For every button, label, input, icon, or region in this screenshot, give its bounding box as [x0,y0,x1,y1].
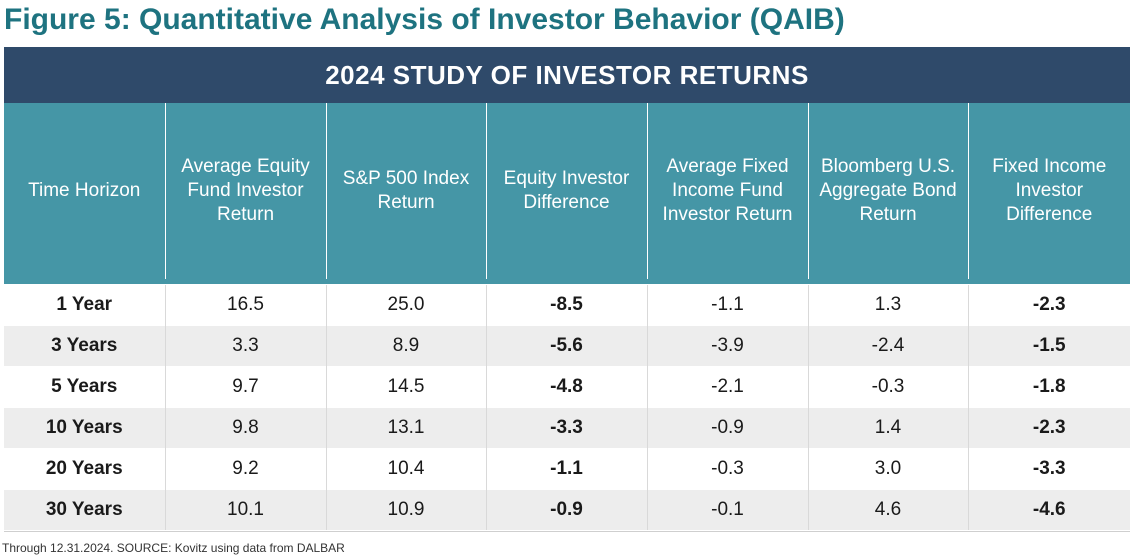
row-label: 30 Years [4,489,165,530]
col-header-fixed-income-fund-return: Average Fixed Income Fund Investor Retur… [646,103,808,279]
source-note: Through 12.31.2024. SOURCE: Kovitz using… [2,541,345,555]
table-cell: 10.9 [325,489,486,530]
table-cell: -2.3 [967,407,1130,449]
row-label: 20 Years [4,448,165,490]
header-divider [4,279,1130,285]
table-cell: -3.9 [646,325,808,367]
table-cell: 13.1 [325,407,486,449]
returns-table-container: 2024 STUDY OF INVESTOR RETURNS Time Hori… [4,47,1130,532]
table-row: 10 Years 9.8 13.1 -3.3 -0.9 1.4 -2.3 [4,407,1130,449]
table-cell: 10.1 [164,489,326,530]
table-cell: -0.3 [807,366,968,408]
table-cell: -2.3 [967,284,1130,326]
table-cell: -8.5 [485,284,647,326]
table-cell: -2.1 [646,366,808,408]
table-row: 1 Year 16.5 25.0 -8.5 -1.1 1.3 -2.3 [4,284,1130,326]
table-cell: -1.1 [485,448,647,490]
investor-returns-table: Time Horizon Average Equity Fund Investo… [4,103,1130,530]
table-cell: 3.3 [164,325,326,367]
table-row: 20 Years 9.2 10.4 -1.1 -0.3 3.0 -3.3 [4,448,1130,490]
row-label: 10 Years [4,407,165,449]
table-cell: 9.2 [164,448,326,490]
table-cell: -3.3 [485,407,647,449]
table-cell: 3.0 [807,448,968,490]
row-label: 1 Year [4,284,165,326]
table-cell: 1.3 [807,284,968,326]
table-row: 5 Years 9.7 14.5 -4.8 -2.1 -0.3 -1.8 [4,366,1130,408]
figure-title: Figure 5: Quantitative Analysis of Inves… [4,3,845,36]
table-cell: -4.6 [967,489,1130,530]
table-cell: -0.1 [646,489,808,530]
table-cell: -1.5 [967,325,1130,367]
col-header-equity-difference: Equity Investor Difference [485,103,647,279]
col-header-equity-fund-return: Average Equity Fund Investor Return [164,103,326,279]
table-cell: 8.9 [325,325,486,367]
col-header-time-horizon: Time Horizon [4,103,165,279]
table-cell: 4.6 [807,489,968,530]
header-divider-cell [4,279,1130,285]
table-row: 3 Years 3.3 8.9 -5.6 -3.9 -2.4 -1.5 [4,325,1130,367]
table-cell: 1.4 [807,407,968,449]
table-cell: 10.4 [325,448,486,490]
table-banner: 2024 STUDY OF INVESTOR RETURNS [4,47,1130,103]
table-cell: -1.1 [646,284,808,326]
table-cell: -5.6 [485,325,647,367]
header-row: Time Horizon Average Equity Fund Investo… [4,103,1130,279]
table-cell: -0.9 [485,489,647,530]
row-label: 5 Years [4,366,165,408]
table-cell: 9.7 [164,366,326,408]
table-body: 1 Year 16.5 25.0 -8.5 -1.1 1.3 -2.3 3 Years 3.3 8… [4,284,1130,530]
table-cell: 9.8 [164,407,326,449]
table-cell: -4.8 [485,366,647,408]
col-header-bloomberg-bond-return: Bloomberg U.S. Aggregate Bond Return [807,103,968,279]
table-bottom-rule [4,531,1130,532]
col-header-fixed-income-difference: Fixed Income Investor Difference [967,103,1130,279]
table-cell: -0.9 [646,407,808,449]
row-label: 3 Years [4,325,165,367]
col-header-sp500-return: S&P 500 Index Return [325,103,486,279]
table-cell: -3.3 [967,448,1130,490]
table-cell: -2.4 [807,325,968,367]
table-cell: -0.3 [646,448,808,490]
table-row: 30 Years 10.1 10.9 -0.9 -0.1 4.6 -4.6 [4,489,1130,530]
table-cell: -1.8 [967,366,1130,408]
table-cell: 14.5 [325,366,486,408]
table-cell: 16.5 [164,284,326,326]
table-cell: 25.0 [325,284,486,326]
